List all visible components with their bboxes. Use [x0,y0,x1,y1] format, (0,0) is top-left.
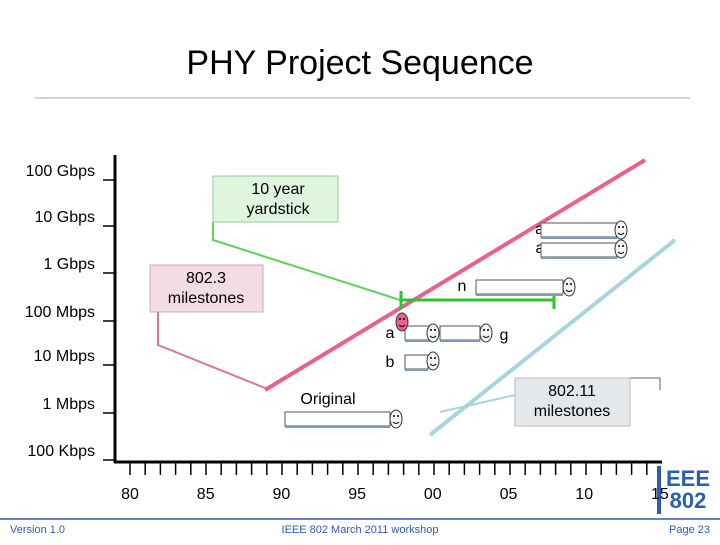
wifi-box [514,377,631,427]
wifi-pointer-line [439,394,516,413]
smiley-eye [393,415,395,417]
smiley-eye [618,245,620,247]
callout-text: yardstick [246,201,310,218]
logo-text: 802 [670,488,707,513]
logo-bar [657,466,661,514]
smiley-mouth [565,289,573,292]
smiley [614,220,628,240]
smiley [562,277,576,297]
smiley-eye [430,329,432,331]
smiley-eye [622,245,624,247]
x-label: 85 [197,486,215,503]
std-bar [540,242,618,258]
std-bar [475,279,564,295]
smiley-mouth [617,251,625,254]
ethernet-pointer [157,312,266,389]
y-label: 1 Gbps [43,256,95,273]
smiley-eye [430,357,432,359]
title: PHY Project Sequence [186,44,533,82]
smiley-mouth [617,232,625,235]
ethernet-trend [263,158,647,392]
y-label: 100 Gbps [26,163,95,180]
y-label: 100 Kbps [27,443,95,460]
callout-text: 802.11 [548,383,596,400]
smiley [614,239,628,259]
ethernet-box [149,264,264,313]
callout-text: milestones [534,403,610,420]
smiley-eye [487,329,489,331]
std-label: Original [300,391,355,408]
std-bar [284,411,391,427]
logo-text: EEE [666,466,710,491]
smiley-eye [397,415,399,417]
smiley-eye [566,283,568,285]
smiley-eye [403,318,405,320]
smiley-mouth [398,324,406,327]
smiley [395,312,409,332]
x-label: 95 [348,486,366,503]
smiley [426,351,440,371]
footer-version: Version 1.0 [10,524,65,536]
std-label: a [386,325,395,342]
std-label: g [500,327,509,344]
std-label: n [458,278,467,295]
x-label: 80 [121,486,139,503]
x-label: 10 [575,486,593,503]
std-bar [439,325,481,341]
footer-page: Page 23 [669,524,710,536]
y-label: 1 Mbps [43,396,95,413]
std-bar [540,222,618,238]
smiley [426,323,440,343]
x-label: 00 [424,486,442,503]
y-label: 10 Mbps [34,348,95,365]
smiley-mouth [392,421,400,424]
x-label: 15 [651,486,669,503]
std-label: b [386,354,395,371]
smiley [389,409,403,429]
yardstick-box [212,175,339,223]
x-label: 90 [273,486,291,503]
smiley-mouth [482,335,490,338]
smiley-eye [399,318,401,320]
wifi-pointer [630,377,661,390]
smiley [479,323,493,343]
yardstick-pointer [212,222,401,301]
smiley-mouth [429,335,437,338]
wifi-trend [428,238,677,437]
y-label: 10 Gbps [35,209,95,226]
smiley-eye [570,283,572,285]
smiley-eye [483,329,485,331]
smiley-eye [434,329,436,331]
smiley-mouth [429,363,437,366]
callout-text: 802.3 [186,270,226,287]
y-label: 100 Mbps [25,304,95,321]
std-bar [404,325,431,341]
callout-text: milestones [168,290,244,307]
callout-text: 10 year [251,181,305,198]
smiley-eye [622,226,624,228]
smiley-eye [434,357,436,359]
smiley-eye [618,226,620,228]
std-bar [404,354,429,370]
x-label: 05 [500,486,518,503]
footer-event: IEEE 802 March 2011 workshop [282,524,439,536]
